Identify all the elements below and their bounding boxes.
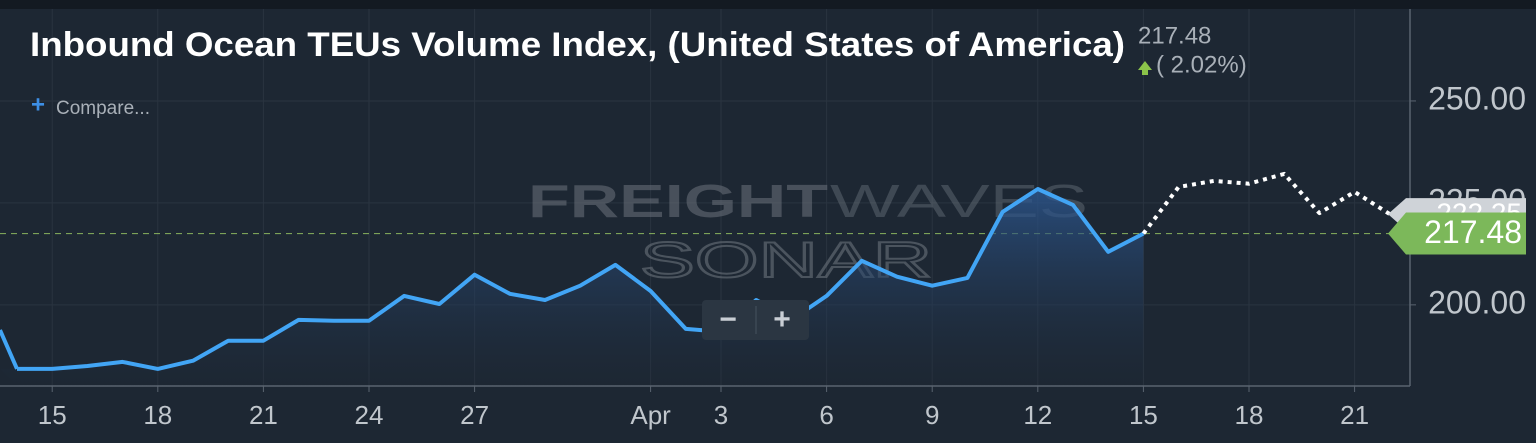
x-tick-label: 15 xyxy=(38,400,67,430)
x-tick-label: 12 xyxy=(1023,400,1052,430)
y-tick-label: 250.00 xyxy=(1428,80,1526,116)
compare-plus[interactable]: + xyxy=(31,91,45,118)
watermark: FREIGHT xyxy=(528,175,828,227)
chart-title: Inbound Ocean TEUs Volume Index, (United… xyxy=(30,26,1125,64)
zoom-out-button[interactable]: − xyxy=(719,303,737,336)
compare-label[interactable]: Compare... xyxy=(56,98,150,119)
last-value-badge xyxy=(1388,212,1526,255)
x-tick-label: 21 xyxy=(1340,400,1369,430)
header-value: 217.48 xyxy=(1138,22,1211,49)
series-line xyxy=(1141,171,1391,235)
y-tick-label: 200.00 xyxy=(1428,284,1526,320)
x-tick-label: 18 xyxy=(1235,400,1264,430)
x-tick-label: 27 xyxy=(460,400,489,430)
x-tick-label: Apr xyxy=(630,400,671,430)
up-arrow xyxy=(1138,61,1152,75)
area-fill xyxy=(0,189,1144,386)
x-tick-label: 6 xyxy=(819,400,833,430)
x-tick-label: 24 xyxy=(355,400,384,430)
x-tick-label: 21 xyxy=(249,400,278,430)
x-tick-label: 9 xyxy=(925,400,939,430)
top-strip xyxy=(0,0,1536,9)
series-line xyxy=(17,187,1145,371)
x-tick-label: 15 xyxy=(1129,400,1158,430)
x-tick-label: 18 xyxy=(143,400,172,430)
header-change: ( 2.02%) xyxy=(1156,51,1247,78)
x-tick-label: 3 xyxy=(714,400,728,430)
zoom-in-button[interactable]: + xyxy=(773,303,791,336)
last-value-label: 217.48 xyxy=(1424,214,1522,250)
line-lead-in xyxy=(0,329,19,370)
